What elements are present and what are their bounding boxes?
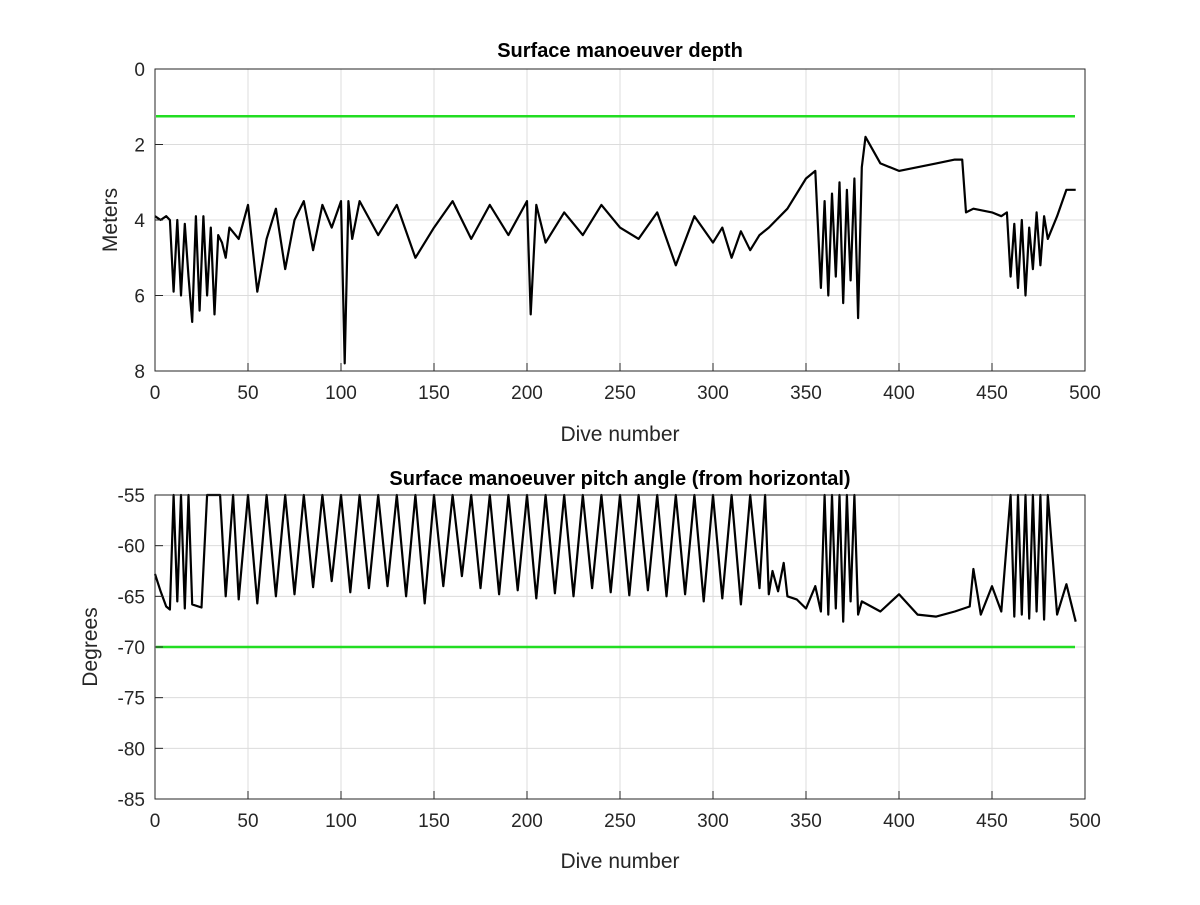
depth-x-tick-label: 400 (883, 383, 915, 404)
depth-x-tick-label: 200 (511, 383, 543, 404)
depth-y-axis-label: Meters (99, 188, 122, 252)
depth-tick-labels: 0 50 100 150 200 250 300 350 400 450 500 0 2 4 6 8 (134, 60, 1100, 404)
depth-y-tick-label: 8 (134, 362, 145, 383)
depth-series-line (154, 135, 1076, 365)
depth-x-tick-label: 350 (790, 383, 822, 404)
pitch-x-tick-label: 200 (511, 811, 543, 832)
pitch-y-tick-label: -70 (118, 638, 145, 659)
pitch-y-tick-label: -75 (118, 689, 145, 710)
depth-x-tick-label: 100 (325, 383, 357, 404)
pitch-x-tick-label: 450 (976, 811, 1008, 832)
pitch-y-axis-label: Degrees (79, 607, 102, 686)
depth-x-tick-label: 0 (150, 383, 161, 404)
pitch-y-tick-label: -85 (118, 790, 145, 811)
pitch-x-tick-label: 150 (418, 811, 450, 832)
pitch-x-tick-label: 400 (883, 811, 915, 832)
depth-x-tick-label: 450 (976, 383, 1008, 404)
depth-chart: 0 50 100 150 200 250 300 350 400 450 500 0 2 4 6 8 Surf… (99, 40, 1101, 446)
pitch-x-tick-label: 350 (790, 811, 822, 832)
depth-y-tick-label: 2 (134, 136, 145, 157)
depth-x-axis-label: Dive number (560, 423, 679, 446)
pitch-x-tick-label: 300 (697, 811, 729, 832)
pitch-y-tick-label: -55 (118, 486, 145, 507)
depth-chart-title: Surface manoeuver depth (497, 40, 743, 62)
pitch-x-tick-label: 100 (325, 811, 357, 832)
depth-x-tick-label: 300 (697, 383, 729, 404)
pitch-tick-labels: 0 50 100 150 200 250 300 350 400 450 500 -55 -60 -65 -… (118, 486, 1101, 832)
pitch-y-tick-label: -65 (118, 587, 145, 608)
depth-x-tick-label: 150 (418, 383, 450, 404)
depth-x-tick-label: 500 (1069, 383, 1101, 404)
depth-x-tick-label: 250 (604, 383, 636, 404)
pitch-chart-title: Surface manoeuver pitch angle (from hori… (389, 468, 850, 490)
pitch-x-axis-label: Dive number (560, 850, 679, 873)
pitch-x-tick-label: 250 (604, 811, 636, 832)
pitch-y-tick-label: -60 (118, 537, 145, 558)
depth-y-tick-label: 0 (134, 60, 145, 81)
depth-y-tick-label: 6 (134, 287, 145, 308)
pitch-y-tick-label: -80 (118, 739, 145, 760)
pitch-x-tick-label: 0 (150, 811, 161, 832)
depth-x-tick-label: 50 (237, 383, 258, 404)
pitch-x-tick-label: 500 (1069, 811, 1101, 832)
depth-y-tick-label: 4 (134, 211, 145, 232)
pitch-x-tick-label: 50 (237, 811, 258, 832)
pitch-chart: 0 50 100 150 200 250 300 350 400 450 500 -55 -60 -65 -… (79, 468, 1101, 873)
